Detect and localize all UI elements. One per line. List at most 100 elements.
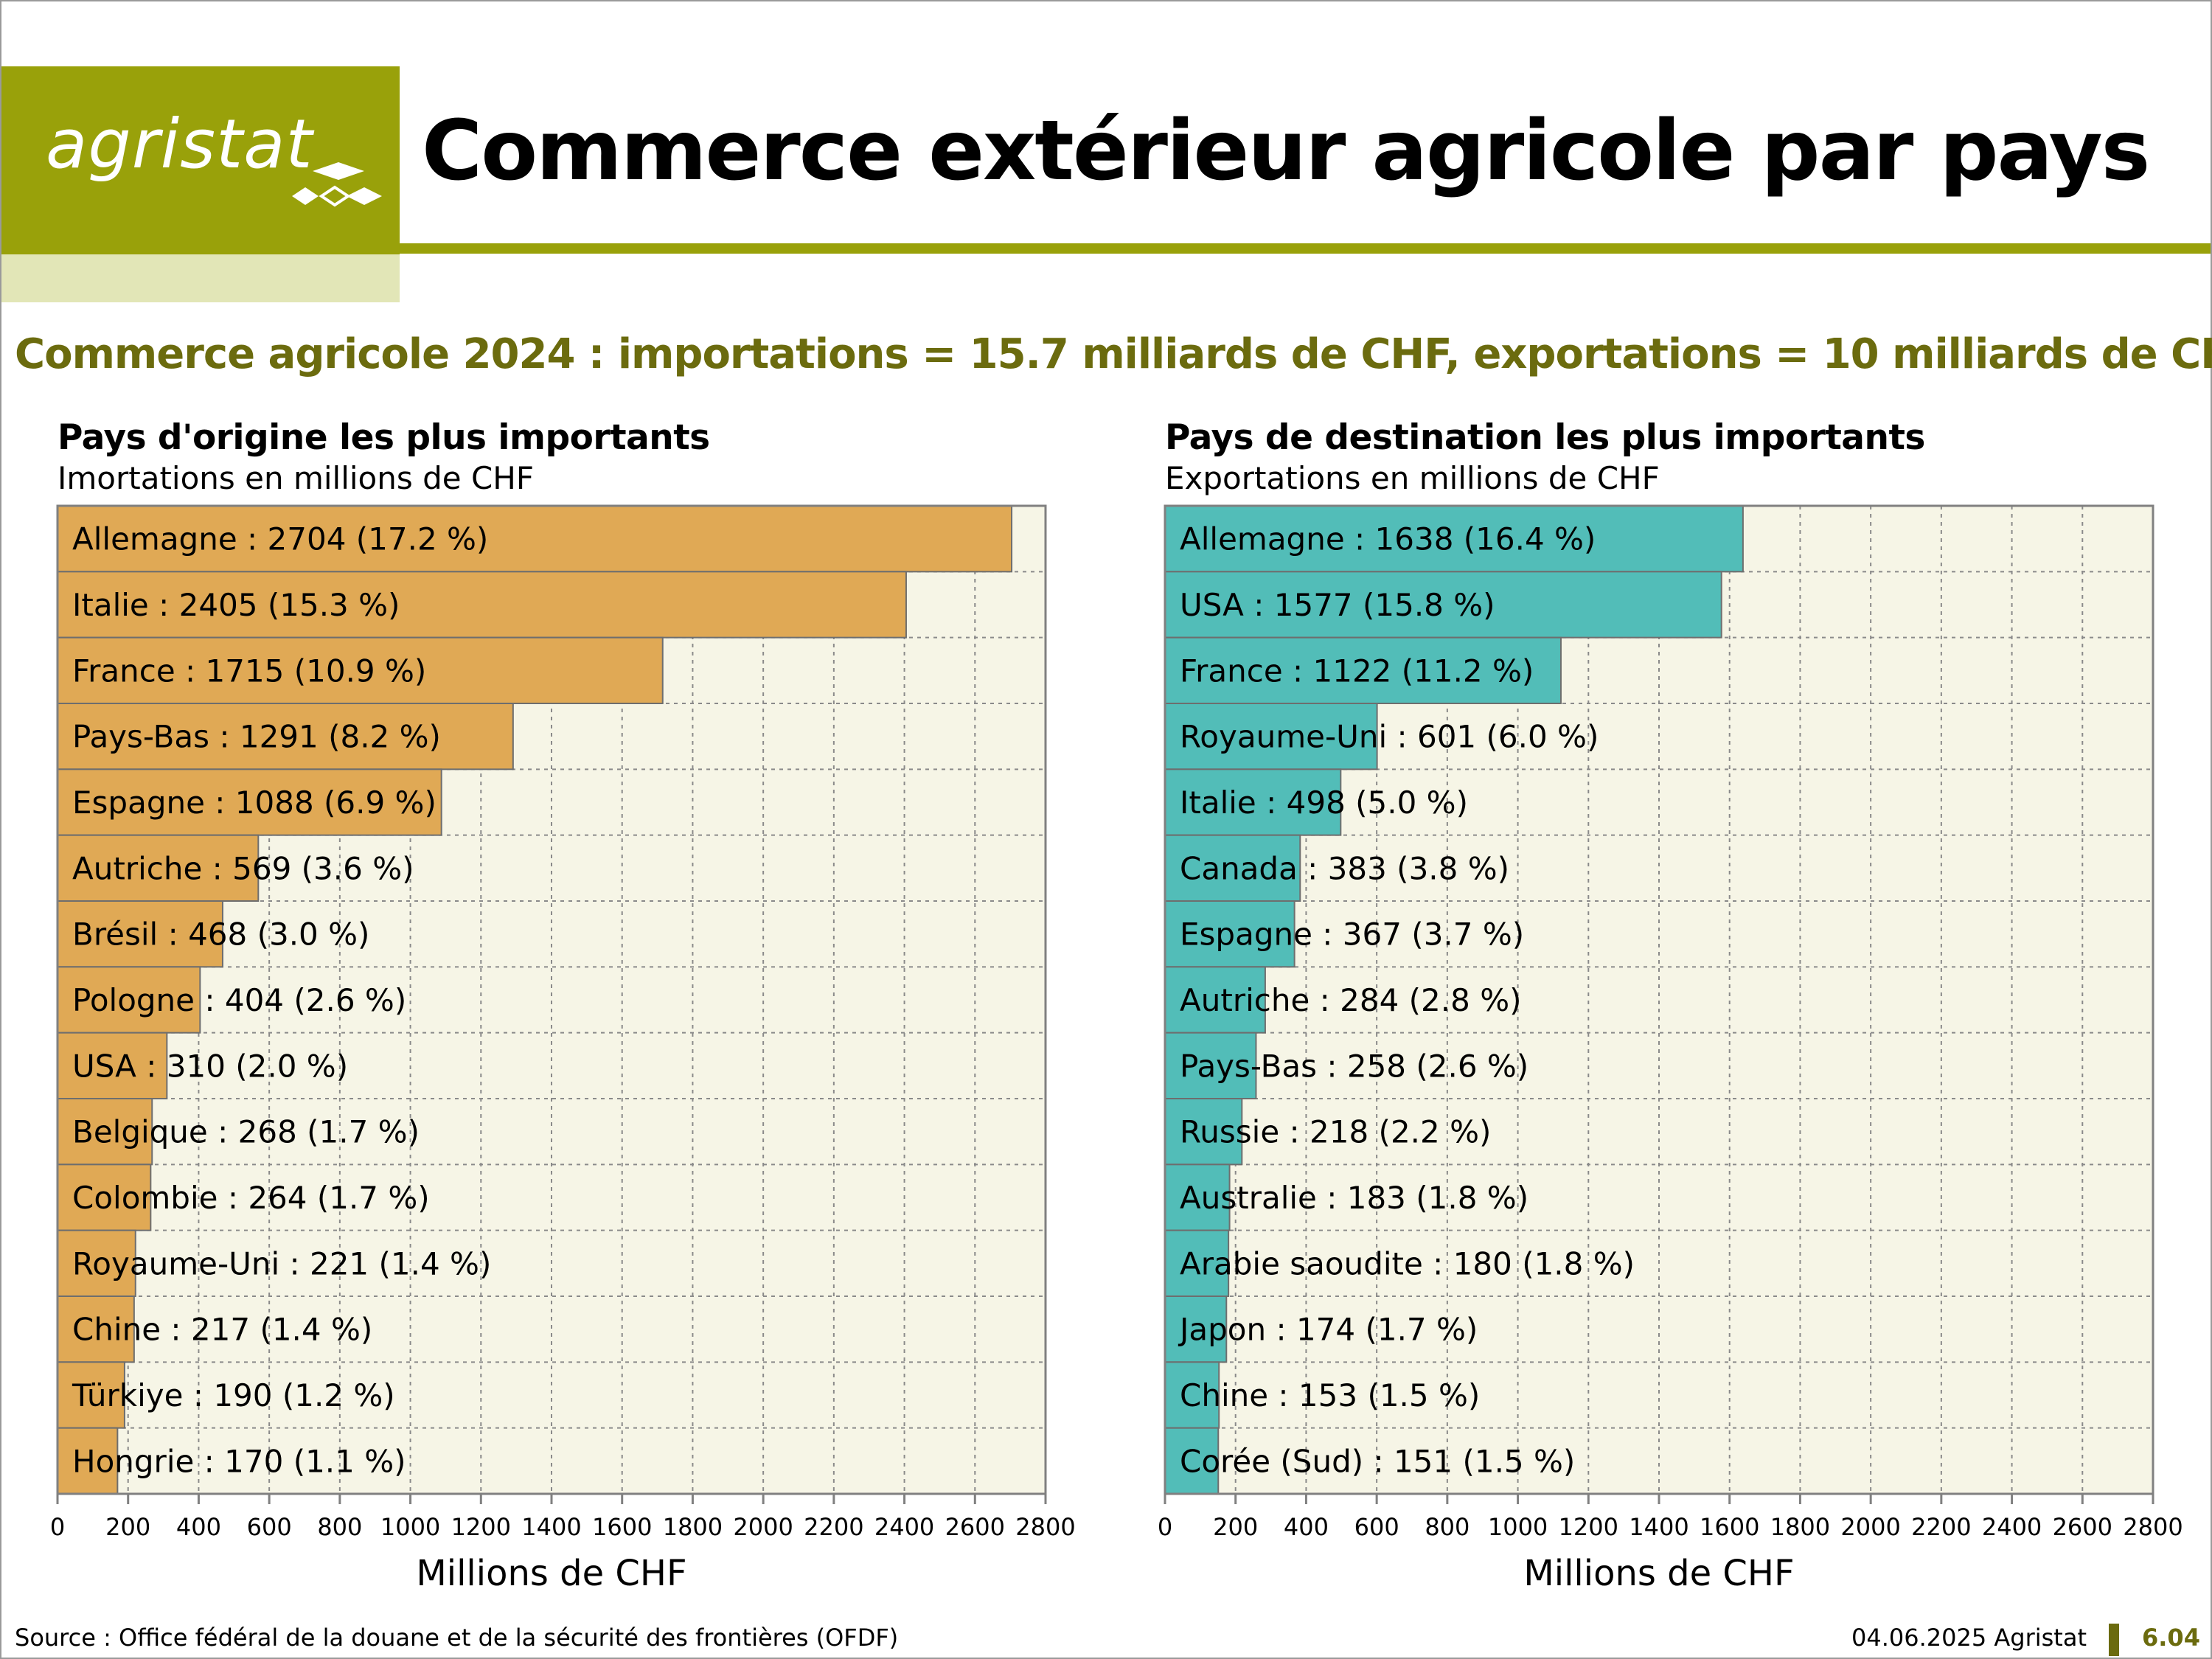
exports-bar-label: Arabie saoudite : 180 (1.8 %) <box>1180 1245 1635 1281</box>
imports-bar <box>57 571 907 639</box>
exports-bar <box>1164 1229 1230 1297</box>
exports-bar <box>1164 834 1301 902</box>
exports-tick-label: 2800 <box>2123 1513 2183 1541</box>
exports-x-axis-title: Millions de CHF <box>1523 1553 1794 1594</box>
imports-bar-label: Hongrie : 170 (1.1 %) <box>72 1443 406 1479</box>
exports-bar <box>1164 1361 1220 1429</box>
page-subtitle: Commerce agricole 2024 : importations = … <box>15 330 2212 378</box>
imports-bar-label: Espagne : 1088 (6.9 %) <box>72 785 437 821</box>
exports-bar-label: Autriche : 284 (2.8 %) <box>1180 982 1522 1018</box>
imports-tick-label: 1800 <box>663 1513 723 1541</box>
imports-bar-label: USA : 310 (2.0 %) <box>72 1048 348 1084</box>
imports-x-axis-title: Millions de CHF <box>416 1553 686 1594</box>
imports-bar-label: Pologne : 404 (2.6 %) <box>72 982 406 1018</box>
exports-tick-label: 2000 <box>1840 1513 1900 1541</box>
imports-panel-title: Pays d'origine les plus importants <box>58 417 710 458</box>
imports-tick-label: 800 <box>317 1513 362 1541</box>
imports-tick-label: 400 <box>176 1513 221 1541</box>
exports-bar <box>1164 966 1266 1034</box>
imports-tick-label: 0 <box>50 1513 65 1541</box>
footer-divider <box>2109 1624 2119 1656</box>
exports-tick-label: 200 <box>1213 1513 1258 1541</box>
exports-bar-label: Australie : 183 (1.8 %) <box>1180 1180 1528 1216</box>
exports-tick-label: 1600 <box>1700 1513 1759 1541</box>
exports-tick-label: 1800 <box>1770 1513 1830 1541</box>
exports-tick-label: 0 <box>1158 1513 1172 1541</box>
exports-bar-label: Corée (Sud) : 151 (1.5 %) <box>1180 1443 1575 1479</box>
imports-tick-label: 1200 <box>451 1513 511 1541</box>
imports-bar <box>57 636 664 705</box>
exports-bar-label: Russie : 218 (2.2 %) <box>1180 1114 1491 1150</box>
imports-bar-label: Brésil : 468 (3.0 %) <box>72 917 369 953</box>
imports-bar-label: Pays-Bas : 1291 (8.2 %) <box>72 719 441 755</box>
imports-bar <box>57 900 223 968</box>
exports-bar-label: USA : 1577 (15.8 %) <box>1180 587 1495 623</box>
exports-bar <box>1164 505 1744 573</box>
exports-bar-label: Pays-Bas : 258 (2.6 %) <box>1180 1048 1528 1084</box>
footer-page-number: 6.04 <box>2142 1624 2200 1652</box>
logo-underband <box>1 254 400 302</box>
imports-bar <box>57 505 1013 573</box>
exports-tick-label: 2200 <box>1911 1513 1971 1541</box>
exports-tick-label: 1000 <box>1488 1513 1548 1541</box>
logo: agristat <box>1 66 400 254</box>
imports-bar <box>57 1164 152 1231</box>
page-title: Commerce extérieur agricole par pays <box>422 103 2150 199</box>
exports-bar-label: Canada : 383 (3.8 %) <box>1180 850 1509 886</box>
exports-tick-label: 2600 <box>2053 1513 2112 1541</box>
exports-bar <box>1164 768 1342 836</box>
imports-bar-label: Belgique : 268 (1.7 %) <box>72 1114 420 1150</box>
imports-bar-label: Autriche : 569 (3.6 %) <box>72 850 414 886</box>
exports-bar-label: Chine : 153 (1.5 %) <box>1180 1377 1480 1413</box>
exports-bar-label: Espagne : 367 (3.7 %) <box>1180 917 1524 953</box>
logo-text: agristat <box>46 105 313 184</box>
imports-bar-label: Chine : 217 (1.4 %) <box>72 1312 372 1348</box>
imports-bar <box>57 1229 136 1297</box>
exports-bar <box>1164 1164 1231 1231</box>
footer-date: 04.06.2025 Agristat <box>1851 1624 2087 1652</box>
imports-tick-label: 1000 <box>380 1513 440 1541</box>
exports-bar-label: Royaume-Uni : 601 (6.0 %) <box>1180 719 1599 755</box>
imports-tick-label: 2400 <box>874 1513 934 1541</box>
imports-bar <box>57 1098 153 1166</box>
imports-tick-label: 600 <box>247 1513 292 1541</box>
imports-bar-label: Türkiye : 190 (1.2 %) <box>72 1377 395 1413</box>
exports-bar-label: Japon : 174 (1.7 %) <box>1178 1312 1478 1348</box>
imports-bar <box>57 966 201 1034</box>
exports-panel-title: Pays de destination les plus importants <box>1165 417 1925 458</box>
exports-bar <box>1164 636 1562 705</box>
title-rule <box>400 243 2211 254</box>
exports-bar <box>1164 1098 1243 1166</box>
imports-tick-label: 2800 <box>1015 1513 1075 1541</box>
imports-bar <box>57 768 442 836</box>
imports-bar-label: Royaume-Uni : 221 (1.4 %) <box>72 1245 491 1281</box>
imports-tick-label: 2600 <box>945 1513 1005 1541</box>
exports-bar <box>1164 900 1295 968</box>
logo-diamonds-icon <box>292 162 382 207</box>
exports-tick-label: 800 <box>1425 1513 1470 1541</box>
exports-tick-label: 600 <box>1354 1513 1399 1541</box>
imports-bar-label: Colombie : 264 (1.7 %) <box>72 1180 430 1216</box>
exports-bar-label: France : 1122 (11.2 %) <box>1180 653 1534 689</box>
exports-tick-label: 400 <box>1284 1513 1329 1541</box>
imports-tick-label: 2000 <box>733 1513 793 1541</box>
imports-panel-subtitle: Imortations en millions de CHF <box>58 460 535 496</box>
imports-bar-label: Allemagne : 2704 (17.2 %) <box>72 521 488 557</box>
imports-tick-label: 1400 <box>521 1513 581 1541</box>
imports-bar-label: France : 1715 (10.9 %) <box>72 653 426 689</box>
exports-tick-label: 1400 <box>1629 1513 1688 1541</box>
exports-tick-label: 2400 <box>1982 1513 2042 1541</box>
exports-bar <box>1164 571 1722 639</box>
imports-tick-label: 200 <box>105 1513 150 1541</box>
imports-bar-label: Italie : 2405 (15.3 %) <box>72 587 400 623</box>
imports-bar <box>57 1032 168 1099</box>
footer-source: Source : Office fédéral de la douane et … <box>15 1624 899 1652</box>
exports-tick-label: 1200 <box>1559 1513 1618 1541</box>
exports-bar-label: Allemagne : 1638 (16.4 %) <box>1180 521 1596 557</box>
exports-bar-label: Italie : 498 (5.0 %) <box>1180 785 1468 821</box>
imports-tick-label: 2200 <box>804 1513 863 1541</box>
imports-tick-label: 1600 <box>592 1513 652 1541</box>
exports-panel-subtitle: Exportations en millions de CHF <box>1165 460 1660 496</box>
